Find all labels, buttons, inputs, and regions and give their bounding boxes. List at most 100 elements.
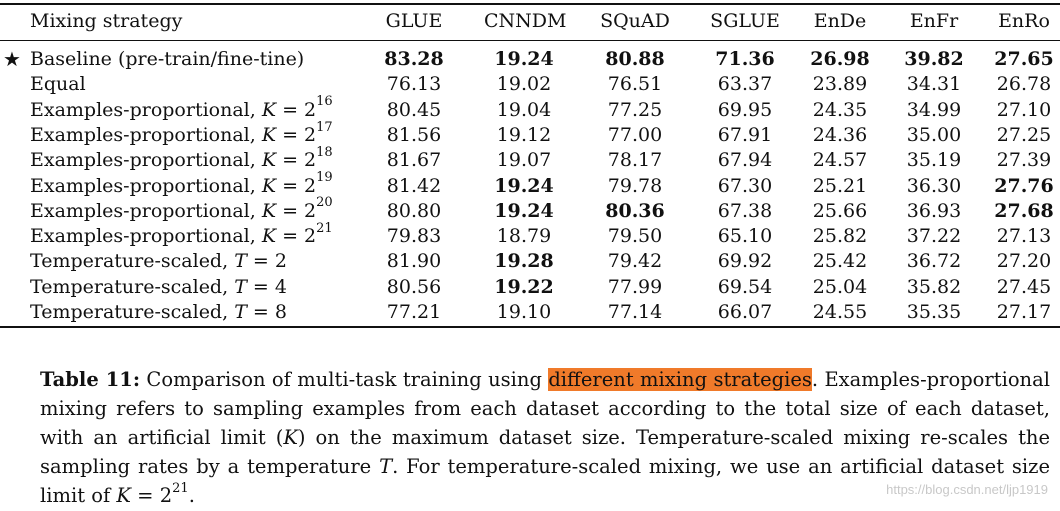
table-row: Examples-proportional, K = 218 81.67 19.07… (0, 146, 1060, 173)
cell-enfr: 35.35 (906, 301, 962, 323)
strategy-base: 2 (304, 98, 317, 121)
strategy-name: Examples-proportional, (30, 123, 262, 146)
watermark: https://blog.csdn.net/ljp1919 (886, 482, 1048, 497)
cell-enfr: 35.82 (906, 275, 962, 298)
top-rule (0, 3, 1060, 5)
cell-squad: 77.14 (607, 301, 663, 323)
cell-cnndm: 19.02 (496, 73, 552, 96)
cell-enro: 27.20 (996, 250, 1052, 273)
strategy-op: = (276, 123, 305, 146)
cell-enro: 27.45 (996, 275, 1052, 298)
strategy-name: Examples-proportional, (30, 174, 262, 197)
cell-sglue: 69.92 (717, 250, 773, 273)
row-strategy: Examples-proportional, K = 219 (30, 171, 333, 199)
strategy-name: Examples-proportional, (30, 199, 262, 222)
cell-ende: 24.57 (812, 149, 868, 172)
cell-squad: 80.36 (605, 199, 665, 222)
cell-glue: 81.90 (386, 250, 442, 273)
strategy-op: = (276, 199, 305, 222)
table-caption: Table 11: Comparison of multi-task train… (40, 365, 1050, 510)
cell-glue: 80.56 (386, 275, 442, 298)
cell-squad: 77.25 (607, 98, 663, 121)
cell-sglue: 71.36 (715, 48, 775, 70)
row-strategy: Examples-proportional, K = 220 (30, 196, 333, 224)
row-strategy: Temperature-scaled, T = 2 (30, 249, 287, 274)
caption-highlight: different mixing strategies (548, 368, 812, 391)
cell-squad: 79.42 (607, 250, 663, 273)
table-row: Examples-proportional, K = 217 81.56 19.12… (0, 119, 1060, 148)
strategy-base: 2 (304, 149, 317, 172)
cell-enro: 27.39 (996, 149, 1052, 172)
cell-ende: 25.04 (812, 275, 868, 298)
caption-var-k: K (283, 426, 298, 449)
strategy-op: = (276, 98, 305, 121)
strategy-var: K (261, 174, 277, 197)
strategy-var: K (261, 98, 277, 121)
strategy-op: = (246, 301, 275, 323)
row-strategy: Examples-proportional, K = 221 (30, 220, 333, 249)
cell-enro: 27.10 (996, 98, 1052, 121)
table-row: Temperature-scaled, T = 4 80.56 19.22 77.99… (0, 275, 1060, 300)
strategy-base: 2 (304, 225, 317, 248)
strategy-var: T (234, 250, 247, 273)
cell-sglue: 66.07 (717, 301, 773, 323)
cell-cnndm: 19.28 (494, 250, 554, 273)
cell-enro: 27.68 (994, 199, 1054, 222)
row-strategy: Equal (30, 72, 86, 97)
header-sglue: SGLUE (710, 10, 780, 32)
header-cnndm: CNNDM (484, 10, 567, 32)
cell-glue: 77.21 (386, 301, 442, 323)
header-glue: GLUE (385, 10, 443, 32)
cell-cnndm: 19.24 (494, 48, 554, 70)
row-strategy: Examples-proportional, K = 216 (30, 95, 333, 123)
table-row: Examples-proportional, K = 216 80.45 19.04… (0, 95, 1060, 123)
cell-enro: 27.76 (994, 174, 1054, 197)
cell-enfr: 34.31 (906, 73, 962, 96)
strategy-op: = (246, 275, 275, 298)
caption-var-t: T (379, 455, 393, 478)
cell-enfr: 36.72 (906, 250, 962, 273)
strategy-var: K (261, 123, 277, 146)
cell-enfr: 35.00 (906, 123, 962, 146)
strategy-base: 2 (304, 123, 317, 146)
cell-ende: 23.89 (812, 73, 868, 96)
caption-limit-eq: = 2 (130, 484, 173, 507)
strategy-exponent: 21 (316, 220, 333, 236)
cell-enfr: 35.19 (906, 149, 962, 172)
cell-ende: 24.35 (812, 98, 868, 121)
strategy-name: Temperature-scaled, (30, 250, 235, 273)
strategy-var: T (234, 275, 247, 298)
cell-ende: 25.42 (812, 250, 868, 273)
cell-ende: 24.36 (812, 123, 868, 146)
cell-cnndm: 19.04 (496, 98, 552, 121)
cell-glue: 81.42 (386, 174, 442, 197)
strategy-exponent: 17 (316, 119, 333, 135)
strategy-name: Temperature-scaled, (30, 275, 235, 298)
cell-glue: 81.67 (386, 149, 442, 172)
caption-text-1: Comparison of multi-task training using (140, 368, 549, 391)
cell-glue: 80.80 (386, 199, 442, 222)
cell-ende: 26.98 (810, 48, 870, 70)
cell-enfr: 36.93 (906, 199, 962, 222)
cell-sglue: 67.30 (717, 174, 773, 197)
star-icon: ★ (3, 47, 21, 71)
table-row: Temperature-scaled, T = 8 77.21 19.10 77.14… (0, 300, 1060, 325)
table-row: Equal 76.13 19.02 76.51 63.37 23.89 34.31 26.78 (0, 72, 1060, 97)
strategy-base: 4 (274, 275, 287, 298)
cell-enfr: 36.30 (906, 174, 962, 197)
cell-ende: 25.66 (812, 199, 868, 222)
strategy-op: = (246, 250, 275, 273)
bottom-rule (0, 326, 1060, 328)
table-row: Examples-proportional, K = 219 81.42 19.24… (0, 171, 1060, 199)
cell-enro: 27.65 (994, 48, 1054, 70)
strategy-name: Equal (30, 73, 86, 96)
caption-limit-exp: 21 (172, 480, 189, 496)
strategy-name: Examples-proportional, (30, 98, 262, 121)
cell-sglue: 67.94 (717, 149, 773, 172)
cell-ende: 25.21 (812, 174, 868, 197)
header-row: Mixing strategy GLUE CNNDM SQuAD SGLUE E… (0, 9, 1060, 34)
table-row: Temperature-scaled, T = 2 81.90 19.28 79.42… (0, 249, 1060, 274)
cell-squad: 79.50 (607, 225, 663, 248)
strategy-var: K (261, 199, 277, 222)
caption-period: . (188, 484, 195, 507)
